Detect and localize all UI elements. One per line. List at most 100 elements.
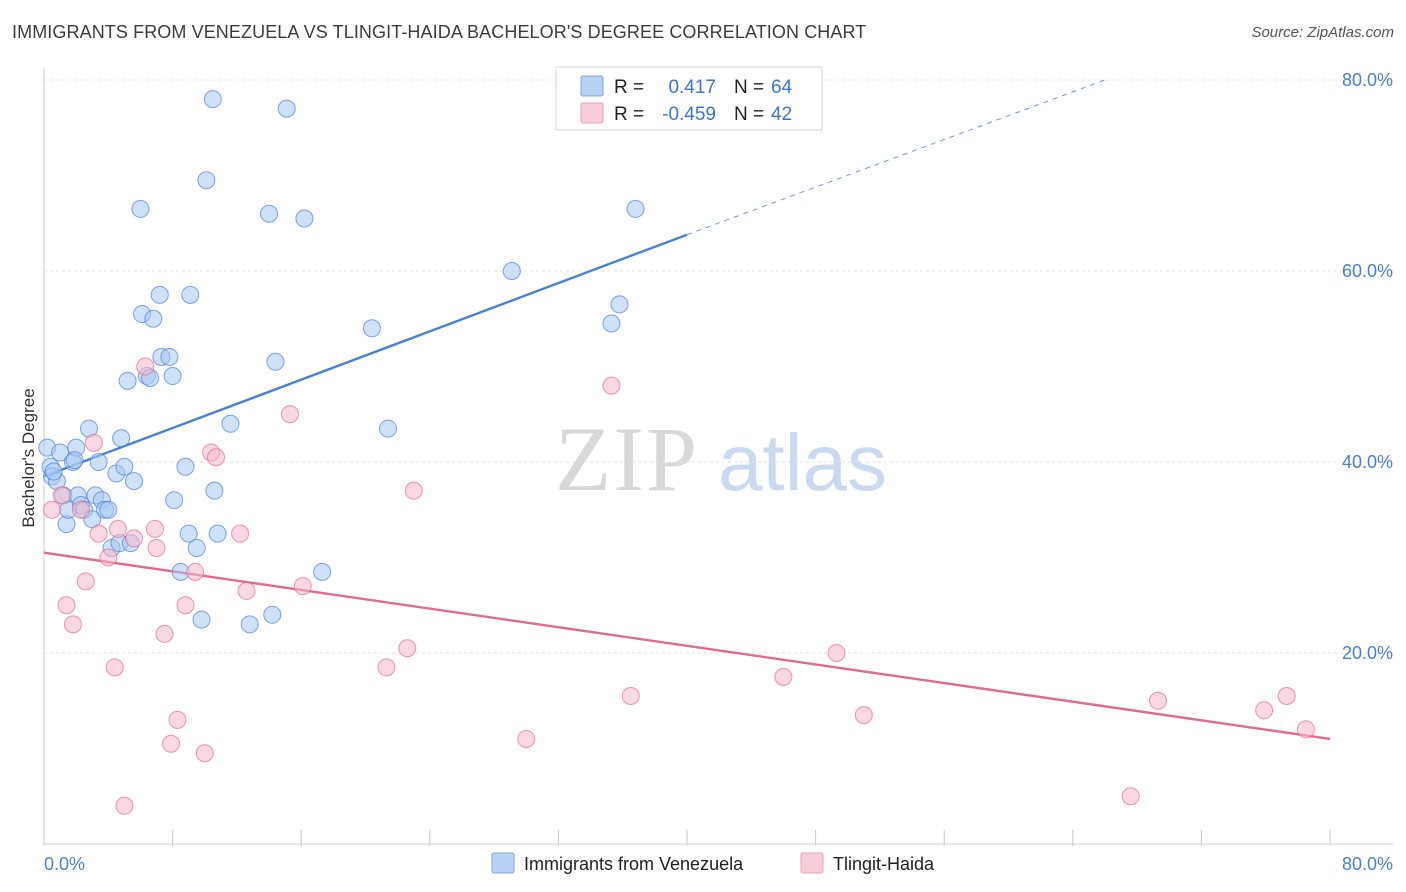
point-venezuela-41 (181, 285, 200, 304)
point-venezuela-43 (192, 610, 211, 629)
point-tlingit-2 (57, 596, 76, 615)
point-tlingit-6 (84, 433, 103, 452)
point-venezuela-50 (260, 204, 279, 223)
point-venezuela-48 (221, 414, 240, 433)
x-tick-label-max: 80.0% (1342, 854, 1393, 874)
point-venezuela-16 (89, 453, 108, 471)
point-tlingit-23 (207, 448, 226, 467)
point-tlingit-32 (602, 376, 621, 395)
stats-r-label-2: R = (614, 104, 644, 125)
point-tlingit-3 (63, 615, 82, 634)
stats-n-value-1: 64 (771, 77, 793, 98)
point-tlingit-1 (52, 486, 71, 505)
stats-r-value-1: 0.417 (668, 77, 716, 98)
stats-r-value-2: -0.459 (662, 104, 716, 125)
point-venezuela-27 (125, 472, 144, 491)
stats-swatch-venezuela (580, 75, 604, 97)
point-tlingit-29 (398, 639, 417, 658)
point-venezuela-57 (379, 419, 398, 438)
point-venezuela-36 (163, 367, 182, 386)
point-venezuela-32 (144, 309, 163, 328)
point-venezuela-39 (176, 457, 195, 476)
point-venezuela-25 (118, 371, 137, 390)
point-tlingit-36 (854, 706, 873, 725)
point-tlingit-24 (231, 524, 250, 543)
point-venezuela-63 (65, 451, 84, 470)
point-tlingit-5 (76, 572, 95, 591)
watermark-zip: ZIP (555, 408, 699, 510)
point-venezuela-53 (277, 99, 296, 118)
x-tick-label-min: 0.0% (44, 854, 85, 874)
point-tlingit-10 (108, 519, 127, 538)
point-tlingit-30 (404, 481, 423, 500)
point-tlingit-21 (195, 744, 214, 763)
point-tlingit-26 (280, 405, 299, 424)
chart-title: IMMIGRANTS FROM VENEZUELA VS TLINGIT-HAI… (12, 22, 867, 42)
point-venezuela-40 (179, 524, 198, 543)
point-tlingit-20 (186, 562, 205, 581)
point-venezuela-45 (203, 90, 222, 109)
stats-swatch-tlingit (580, 102, 604, 124)
point-tlingit-35 (827, 644, 846, 662)
stats-legend: R = 0.417 N = 64 R = -0.459 N = 42 (555, 66, 823, 131)
point-venezuela-33 (150, 285, 169, 304)
legend-swatch-tlingit (800, 852, 824, 874)
trend-extension-venezuela (686, 79, 1106, 236)
point-tlingit-4 (71, 500, 90, 519)
watermark: ZIP atlas (555, 408, 887, 510)
point-venezuela-46 (205, 481, 224, 500)
point-venezuela-55 (313, 562, 332, 581)
stats-n-value-2: 42 (771, 104, 792, 125)
point-tlingit-34 (774, 667, 793, 686)
point-venezuela-49 (240, 615, 259, 634)
point-venezuela-23 (112, 429, 131, 448)
point-tlingit-31 (517, 729, 536, 748)
stats-n-label-1: N = (734, 77, 764, 98)
y-tick-label-3: 80.0% (1342, 70, 1393, 90)
point-venezuela-58 (502, 262, 521, 280)
trend-lines (43, 79, 1331, 741)
y-tick-label-2: 60.0% (1342, 261, 1393, 281)
y-axis-label: Bachelor's Degree (19, 388, 38, 527)
point-tlingit-9 (105, 658, 124, 677)
point-venezuela-54 (295, 209, 314, 228)
point-tlingit-0 (43, 500, 62, 519)
point-venezuela-44 (197, 171, 216, 190)
trend-line-tlingit (43, 551, 1331, 741)
point-tlingit-14 (145, 519, 164, 538)
tick-labels: 20.0% 40.0% 60.0% 80.0% 0.0% 80.0% (44, 70, 1393, 874)
point-tlingit-28 (377, 658, 396, 677)
stats-r-label-1: R = (614, 77, 644, 98)
point-venezuela-35 (160, 347, 179, 366)
point-tlingit-13 (136, 357, 155, 376)
point-tlingit-38 (1148, 691, 1167, 710)
point-tlingit-16 (155, 624, 174, 643)
point-venezuela-51 (263, 605, 282, 624)
stats-n-label-2: N = (734, 104, 764, 125)
point-venezuela-37 (165, 491, 184, 510)
point-tlingit-33 (621, 686, 640, 705)
point-tlingit-25 (237, 581, 256, 600)
source-credit: Source: ZipAtlas.com (1251, 24, 1394, 41)
point-tlingit-8 (99, 548, 118, 567)
point-venezuela-60 (610, 295, 629, 314)
series-legend: Immigrants from Venezuela Tlingit-Haida (491, 852, 935, 874)
point-venezuela-52 (266, 352, 285, 371)
point-venezuela-61 (626, 199, 645, 218)
point-venezuela-42 (187, 538, 206, 557)
point-tlingit-19 (176, 596, 195, 615)
grid-lines (44, 79, 1393, 654)
legend-swatch-venezuela (491, 852, 515, 874)
point-tlingit-12 (125, 529, 144, 548)
data-points (38, 90, 1315, 815)
point-tlingit-11 (115, 796, 134, 815)
point-tlingit-18 (168, 710, 187, 729)
point-venezuela-24 (115, 457, 134, 476)
point-tlingit-39 (1255, 701, 1274, 720)
point-venezuela-56 (362, 319, 381, 338)
y-tick-label-1: 40.0% (1342, 452, 1393, 472)
point-venezuela-59 (602, 314, 621, 333)
point-tlingit-40 (1277, 686, 1296, 705)
point-tlingit-15 (147, 538, 166, 557)
